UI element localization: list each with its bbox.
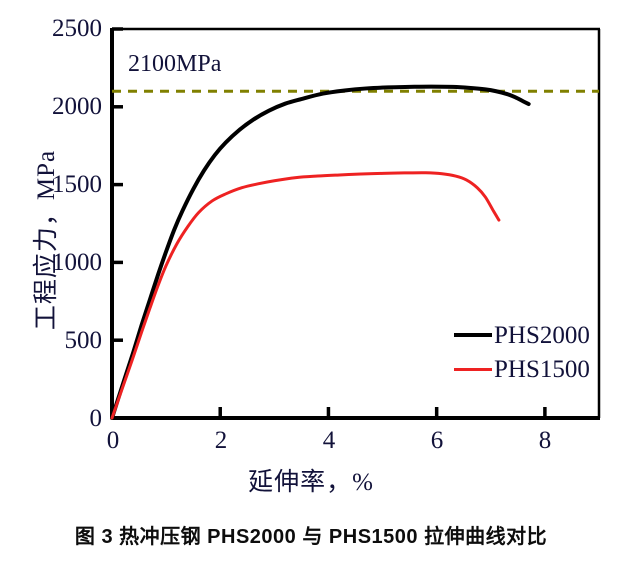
legend-item-phs1500[interactable]: PHS1500 <box>454 352 594 386</box>
legend-swatch-phs1500 <box>454 367 492 371</box>
legend-label-phs1500: PHS1500 <box>494 355 590 383</box>
x-tick-label-0: 0 <box>106 427 120 454</box>
x-tick-label-4: 4 <box>322 427 336 454</box>
y-tick-label-0: 0 <box>89 405 103 432</box>
chart-plot-area: 0 500 1000 1500 2000 2500 0 2 4 6 8 工程应力… <box>33 15 601 496</box>
data-series-group <box>110 84 531 420</box>
x-axis-title: 延伸率，% <box>248 469 374 496</box>
threshold-annotation-label: 2100MPa <box>128 51 222 77</box>
chart-svg <box>110 27 601 420</box>
y-tick-label-1000: 1000 <box>52 249 102 276</box>
x-tick-label-2: 2 <box>214 427 228 454</box>
legend-label-phs2000: PHS2000 <box>494 321 590 349</box>
y-tick-label-2500: 2500 <box>52 15 102 42</box>
legend-item-phs2000[interactable]: PHS2000 <box>454 318 594 352</box>
x-tick-label-6: 6 <box>430 427 444 454</box>
legend-swatch-phs2000 <box>454 333 492 337</box>
y-tick-label-1500: 1500 <box>52 171 102 198</box>
chart-legend: PHS2000 PHS1500 <box>454 318 594 386</box>
y-axis-title: 工程应力，MPa <box>33 149 60 331</box>
x-tick-label-8: 8 <box>538 427 552 454</box>
y-tick-label-500: 500 <box>64 327 103 354</box>
axes-frame <box>110 27 601 420</box>
y-tick-label-2000: 2000 <box>52 93 102 120</box>
figure-caption: 图 3 热冲压钢 PHS2000 与 PHS1500 拉伸曲线对比 <box>74 526 548 548</box>
